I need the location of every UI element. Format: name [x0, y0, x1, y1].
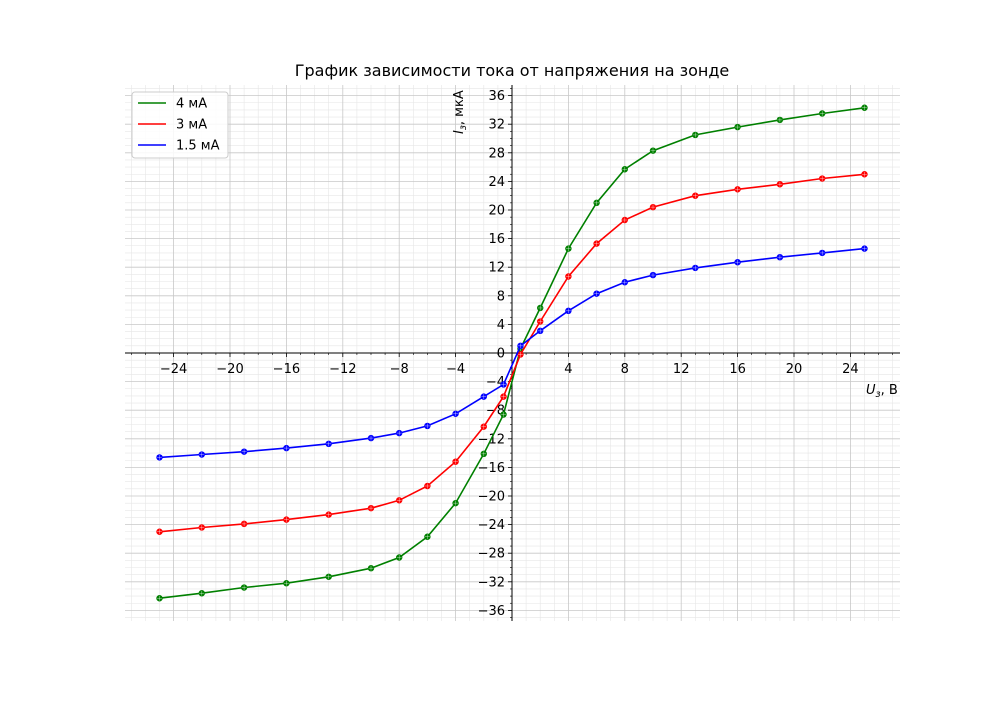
series-layer: [156, 104, 868, 602]
x-tick-label: −12: [329, 362, 356, 377]
y-tick-label: 28: [488, 146, 505, 161]
axis-label-subscript: з: [876, 389, 881, 400]
axis-label-symbol: U: [866, 383, 876, 398]
legend-label: 3 мА: [176, 118, 207, 133]
x-tick-label: −4: [446, 362, 465, 377]
x-tick-label: 24: [842, 362, 859, 377]
y-tick-label: 16: [488, 232, 505, 247]
y-axis-label: Iз, мкА: [452, 90, 469, 134]
y-tick-label: −24: [478, 518, 505, 533]
y-tick-label: 12: [488, 261, 505, 276]
series-line: [159, 107, 865, 599]
y-tick-label: 0: [497, 347, 505, 362]
x-tick-label: −8: [390, 362, 409, 377]
x-tick-label: −24: [160, 362, 187, 377]
y-tick-label: 32: [488, 118, 505, 133]
x-tick-label: 12: [673, 362, 690, 377]
axis-label-unit: , мкА: [452, 90, 467, 125]
series-line: [159, 247, 865, 459]
x-tick-label: 20: [786, 362, 803, 377]
y-tick-label: 20: [488, 204, 505, 219]
axes: [125, 85, 900, 621]
y-tick-label: 24: [488, 175, 505, 190]
legend-label: 4 мА: [176, 97, 207, 112]
y-tick-label: 4: [497, 318, 505, 333]
axis-label-unit: , В: [881, 383, 898, 398]
legend-label: 1.5 мА: [176, 139, 220, 154]
y-tick-label: −20: [478, 490, 505, 505]
chart-title: График зависимости тока от напряжения на…: [295, 61, 730, 80]
y-tick-label: 8: [497, 289, 505, 304]
legend: 4 мА 3 мА 1.5 мА: [131, 91, 229, 159]
x-tick-label: −20: [216, 362, 243, 377]
y-tick-label: 36: [488, 89, 505, 104]
y-tick-label: −32: [478, 575, 505, 590]
x-tick-label: 4: [564, 362, 572, 377]
x-axis-label: Uз, В: [866, 383, 898, 400]
series-line: [159, 173, 865, 533]
x-tick-label: −16: [273, 362, 300, 377]
x-tick-label: 16: [729, 362, 746, 377]
axis-label-subscript: з: [458, 125, 469, 130]
legend-box: [131, 91, 229, 159]
y-tick-label: −28: [478, 547, 505, 562]
y-tick-label: −36: [478, 604, 505, 619]
axis-ticks: −24 −20 −16 −12 −8 −4 4 8 12 16 20 24 −36 −32 −28 −24 −2…: [131, 88, 894, 619]
y-tick-label: −16: [478, 461, 505, 476]
axis-label-symbol: I: [452, 130, 467, 134]
x-tick-label: 8: [621, 362, 629, 377]
